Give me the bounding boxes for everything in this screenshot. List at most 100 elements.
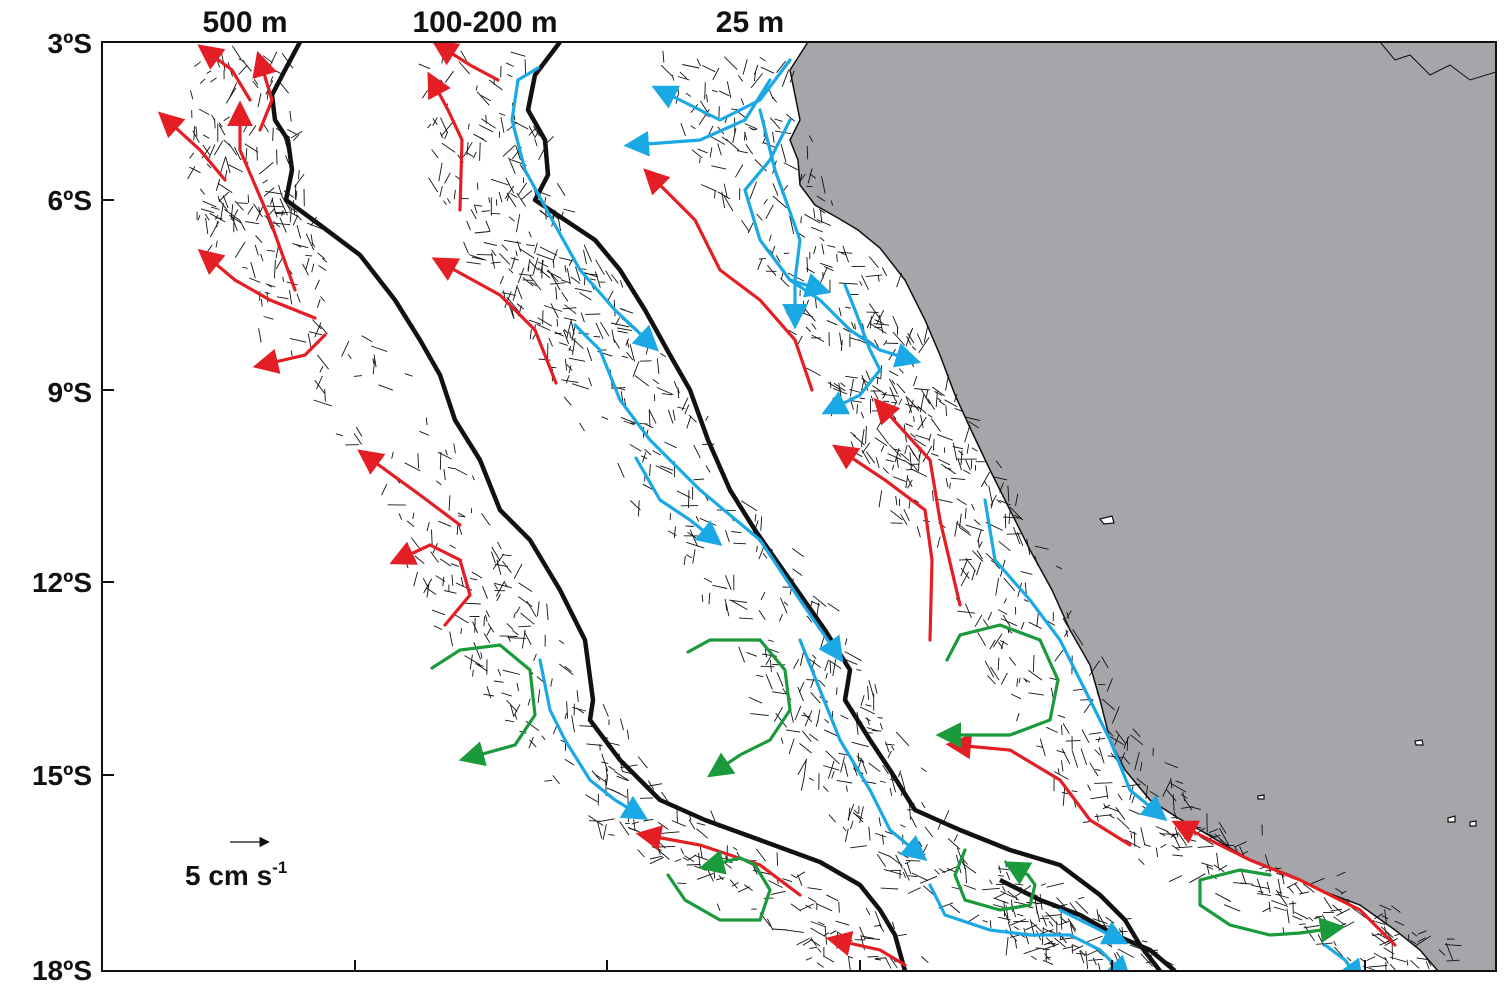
velocity-vector [1410,940,1417,945]
velocity-vector [906,862,912,874]
velocity-vector [868,303,881,320]
velocity-vector [882,467,890,474]
velocity-vector [1266,881,1271,894]
velocity-vector [691,149,703,159]
velocity-vector [576,707,585,714]
velocity-vector [696,58,702,67]
velocity-vector [960,450,963,466]
velocity-vector [800,903,814,911]
velocity-vector [449,544,456,549]
velocity-vector [292,134,300,141]
velocity-vector [648,409,651,428]
velocity-vector [881,393,900,397]
velocity-vector [310,234,314,246]
velocity-vector [1168,875,1183,883]
velocity-vector [712,584,728,589]
velocity-vector [938,458,951,466]
velocity-vector [633,819,636,831]
velocity-vector [877,429,889,445]
velocity-vector [528,231,532,238]
velocity-vector [536,253,554,261]
velocity-vector [771,890,786,895]
velocity-vector [245,221,260,225]
velocity-vector [876,419,883,430]
velocity-vector [649,410,657,424]
velocity-vector [566,268,571,285]
velocity-vector [827,602,840,612]
velocity-vector [865,451,876,464]
velocity-vector [1391,905,1401,913]
velocity-vector [937,397,942,402]
velocity-vector [676,490,691,499]
velocity-vector [1008,656,1017,666]
velocity-vector [563,396,572,406]
velocity-vector [206,163,212,169]
velocity-vector [898,368,904,374]
velocity-vector [984,480,988,487]
velocity-vector [714,190,716,199]
velocity-vector [579,292,592,301]
velocity-vector [711,89,718,93]
velocity-vector [1366,956,1376,961]
velocity-vector [457,515,466,518]
velocity-vector [891,464,895,471]
velocity-vector [673,526,676,538]
velocity-vector [262,55,273,64]
velocity-vector [497,541,502,550]
velocity-vector [547,269,559,283]
velocity-vector [1330,908,1343,912]
velocity-vector [1373,952,1388,961]
velocity-vector [709,147,713,158]
velocity-vector [881,834,885,845]
velocity-vector [805,957,813,961]
velocity-vector [476,664,488,672]
velocity-vector [1201,862,1213,867]
velocity-vector [916,526,921,538]
velocity-vector [989,639,996,650]
velocity-vector [404,373,413,377]
velocity-vector [1070,924,1076,933]
velocity-vector [1014,939,1018,949]
velocity-vector [565,375,570,384]
velocity-vector [1286,908,1290,924]
velocity-vector [934,391,943,396]
velocity-vector [656,386,674,396]
velocity-vector [868,826,871,841]
velocity-vector [818,680,826,687]
velocity-vector [471,475,475,481]
velocity-vector [657,821,669,830]
velocity-vector [756,545,758,552]
velocity-vector [908,500,911,509]
velocity-vector [486,627,492,636]
velocity-vector [1223,904,1241,912]
velocity-vector [472,621,479,634]
velocity-vector [818,208,826,214]
velocity-vector [1313,915,1322,920]
velocity-vector [671,820,686,827]
velocity-vector [769,659,772,672]
velocity-vector [738,646,746,663]
velocity-vector [860,379,865,392]
velocity-vector [296,214,302,221]
velocity-vector [940,463,956,475]
velocity-vector [524,59,527,75]
green-eddy-arrows [430,623,1346,943]
velocity-vector [1180,793,1188,799]
velocity-vector [642,451,647,463]
velocity-vector [746,651,758,657]
velocity-vector [1155,826,1169,833]
velocity-vector [972,550,984,562]
velocity-vector [878,851,891,857]
velocity-vector [994,892,1006,899]
velocity-vector [580,312,585,323]
velocity-vector [766,918,774,931]
velocity-vector [804,710,813,727]
velocity-vector [549,282,566,285]
velocity-vector [263,123,269,133]
velocity-vector [945,405,947,416]
velocity-vector [844,306,851,309]
velocity-vector [563,317,577,322]
velocity-vector [1446,959,1460,962]
velocity-vector [753,71,757,82]
velocity-vector [774,118,783,122]
